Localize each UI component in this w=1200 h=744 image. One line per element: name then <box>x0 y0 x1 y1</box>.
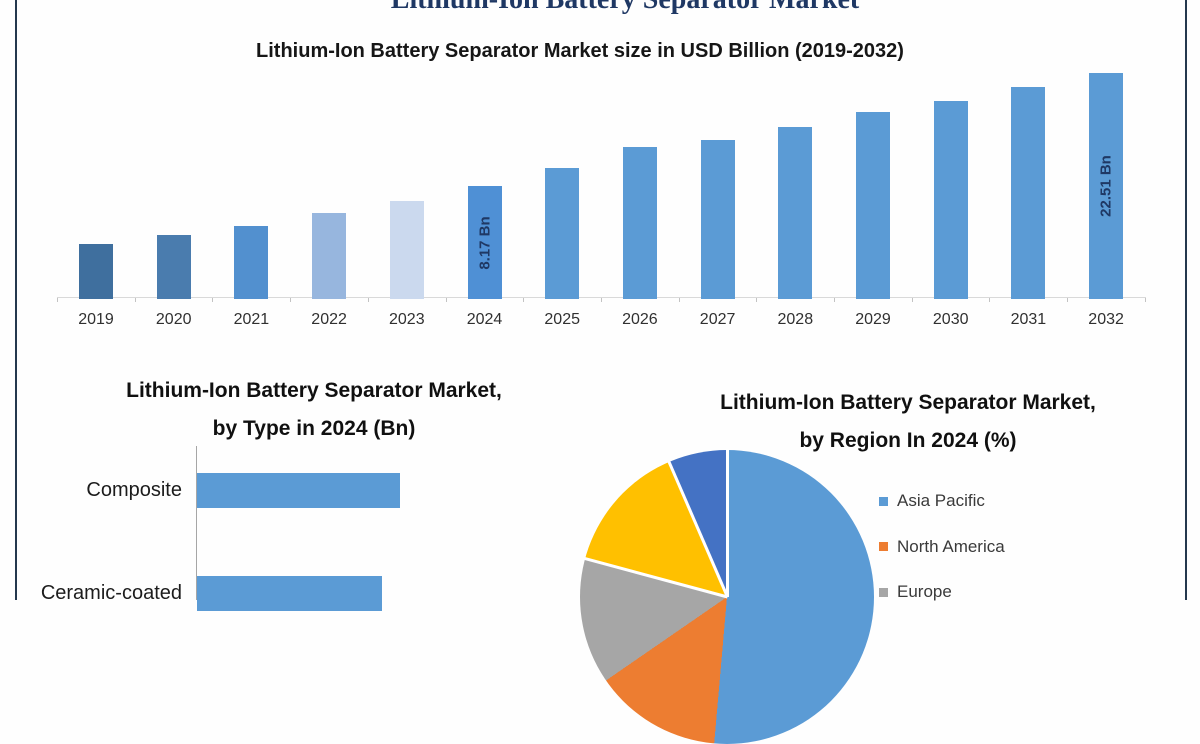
bar-2023 <box>389 201 424 299</box>
axis-tick <box>756 298 758 302</box>
type-bar-ceramic-coated <box>197 576 382 611</box>
legend-swatch-europe <box>879 587 888 597</box>
bar-2027 <box>700 140 735 299</box>
frame-right-border <box>1185 0 1187 600</box>
type-chart-title-line2: by Type in 2024 (Bn) <box>212 417 416 440</box>
pie-chart-title-line2: by Region In 2024 (%) <box>799 429 1017 452</box>
bar-2020 <box>156 235 191 299</box>
x-axis-label-2027: 2027 <box>699 311 736 328</box>
bar-value-label-2032: 22.51 Bn <box>1097 155 1115 217</box>
axis-tick <box>678 298 680 302</box>
axis-tick <box>834 298 835 302</box>
axis-tick <box>1067 298 1069 302</box>
legend-swatch-north-america <box>879 542 888 551</box>
bar-value-label-2024: 8.17 Bn <box>476 215 493 270</box>
bar-2028 <box>778 127 813 299</box>
legend-label-europe: Europe <box>897 582 952 601</box>
x-axis-label-2021: 2021 <box>233 311 270 328</box>
axis-tick <box>290 298 292 302</box>
type-chart-title-line1: Lithium-Ion Battery Separator Market, <box>126 379 502 402</box>
pie-slice-separator <box>725 449 729 597</box>
legend-item-europe: Europe <box>879 582 952 602</box>
bar-2030 <box>933 101 968 299</box>
page-title: Lithium-Ion Battery Separator Market <box>55 0 1195 14</box>
legend-label-north-america: North America <box>897 536 1005 556</box>
bar-2022 <box>312 213 347 299</box>
axis-tick <box>911 298 913 302</box>
x-axis-label-2022: 2022 <box>311 311 347 328</box>
x-axis-label-2029: 2029 <box>855 311 891 328</box>
axis-tick <box>989 298 991 302</box>
bar-2029 <box>856 112 890 299</box>
bar-2024 <box>467 186 502 299</box>
type-chart-axis-line <box>196 446 197 600</box>
pie-chart-title-line1: Lithium-Ion Battery Separator Market, <box>720 391 1096 414</box>
type-label-ceramic-coated: Ceramic-coated <box>40 581 182 604</box>
bar-2032 <box>1089 73 1124 299</box>
x-axis-label-2032: 2032 <box>1088 311 1124 328</box>
frame-left-border <box>15 0 17 600</box>
type-label-composite: Composite <box>86 478 182 501</box>
axis-tick <box>523 298 525 302</box>
bar-2025 <box>545 168 580 299</box>
x-axis-label-2024: 2024 <box>466 311 503 328</box>
x-axis-label-2026: 2026 <box>622 311 658 328</box>
type-bar-composite <box>197 473 400 508</box>
bar-2026 <box>622 147 657 299</box>
x-axis-label-2019: 2019 <box>78 311 114 328</box>
bar-chart-title: Lithium-Ion Battery Separator Market siz… <box>256 40 904 62</box>
x-axis-label-2023: 2023 <box>389 311 425 328</box>
axis-tick <box>134 298 136 302</box>
legend-label-asia-pacific: Asia Pacific <box>897 491 985 510</box>
x-axis-line <box>57 297 1146 298</box>
axis-tick <box>57 298 58 302</box>
axis-tick <box>600 298 602 302</box>
axis-tick <box>212 298 214 302</box>
legend-swatch-asia-pacific <box>879 496 888 506</box>
legend-item-north-america: North America <box>879 537 1005 557</box>
x-axis-label-2028: 2028 <box>777 311 814 328</box>
bar-2019 <box>79 244 113 299</box>
x-axis-label-2031: 2031 <box>1010 311 1047 328</box>
axis-tick <box>445 298 447 302</box>
x-axis-label-2025: 2025 <box>544 311 580 328</box>
axis-tick <box>367 298 369 302</box>
axis-tick <box>1144 298 1146 302</box>
bar-2031 <box>1011 87 1046 299</box>
x-axis-label-2020: 2020 <box>155 311 192 328</box>
x-axis-label-2030: 2030 <box>932 311 969 328</box>
legend-item-asia-pacific: Asia Pacific <box>879 491 985 511</box>
bar-2021 <box>234 226 269 299</box>
